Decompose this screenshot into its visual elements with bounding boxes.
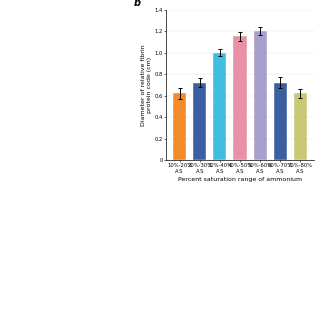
Bar <box>234 36 246 160</box>
Y-axis label: Diameter of relative fibrin
protein code (cm): Diameter of relative fibrin protein code… <box>141 44 152 126</box>
Bar <box>193 83 206 160</box>
Bar <box>253 31 267 160</box>
Bar <box>294 93 307 160</box>
Bar <box>274 83 287 160</box>
Bar <box>213 52 227 160</box>
Text: b: b <box>134 0 141 8</box>
Bar <box>173 93 186 160</box>
X-axis label: Percent saturation range of ammonium: Percent saturation range of ammonium <box>178 177 302 182</box>
